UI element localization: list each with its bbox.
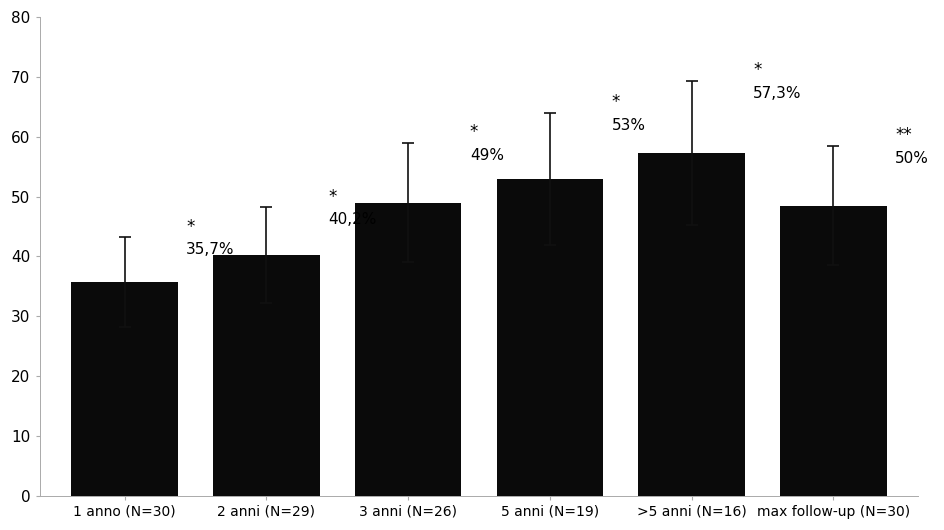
Text: 57,3%: 57,3% <box>753 86 801 101</box>
Text: 35,7%: 35,7% <box>186 242 235 257</box>
Bar <box>781 206 886 496</box>
Text: 49%: 49% <box>470 147 504 163</box>
Text: *: * <box>612 93 620 111</box>
Bar <box>72 282 177 496</box>
Text: 40,2%: 40,2% <box>328 212 377 227</box>
Text: *: * <box>753 61 762 80</box>
Text: *: * <box>470 123 479 141</box>
Bar <box>497 179 603 496</box>
Text: 53%: 53% <box>612 118 646 132</box>
Bar <box>355 202 462 496</box>
Text: *: * <box>328 188 336 206</box>
Bar <box>638 153 745 496</box>
Text: **: ** <box>895 126 912 144</box>
Text: *: * <box>186 217 194 235</box>
Bar <box>213 255 319 496</box>
Text: 50%: 50% <box>895 151 929 165</box>
